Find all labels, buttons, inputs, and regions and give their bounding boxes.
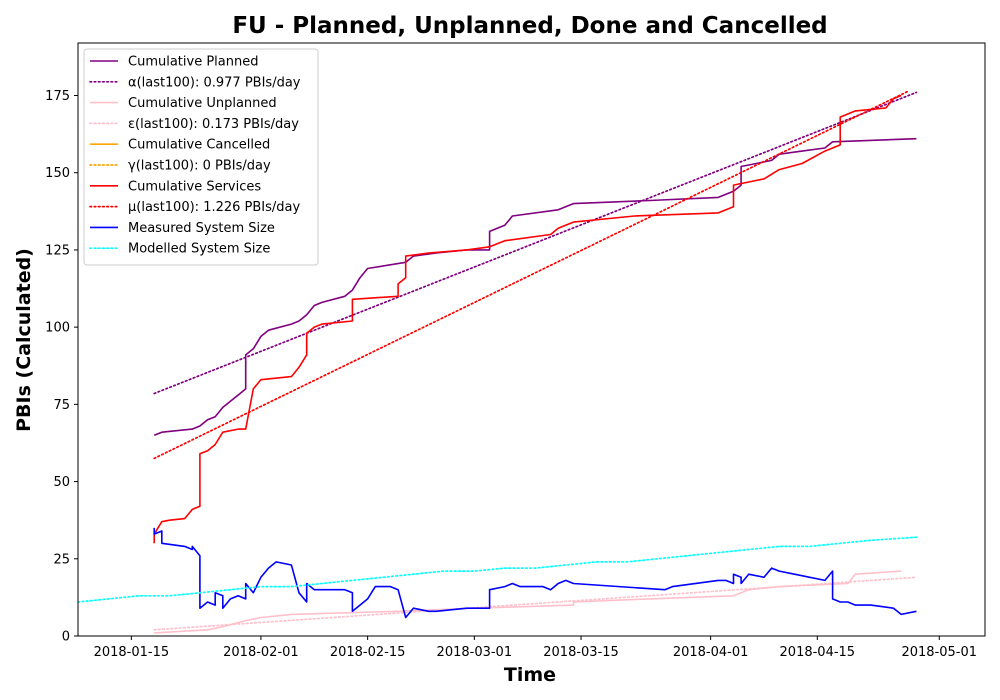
series-line-3 [153, 576, 918, 631]
plot-frame [77, 42, 986, 637]
x-axis: 2018-01-15 2018-02-01 2018-02-15 2018-03-01… [94, 636, 977, 660]
y-axis: 0 25 50 75 100 125 150 175 [45, 89, 78, 645]
y-tick-label: 150 [45, 166, 70, 181]
y-tick-label: 100 [45, 321, 70, 336]
x-tick-label: 2018-02-15 [330, 645, 406, 660]
legend-label: α(last100): 0.977 PBIs/day [128, 75, 301, 90]
x-tick-label: 2018-05-01 [901, 645, 977, 660]
x-axis-label: Time [504, 664, 556, 686]
x-tick-label: 2018-01-15 [94, 645, 170, 660]
series-line-6 [153, 94, 902, 544]
series-line-7 [153, 90, 910, 460]
x-tick-label: 2018-04-01 [673, 645, 749, 660]
legend-label: Cumulative Services [128, 179, 261, 194]
x-tick-label: 2018-02-01 [223, 645, 299, 660]
legend-label: Cumulative Cancelled [128, 138, 270, 153]
chart-title: FU - Planned, Unplanned, Done and Cancel… [232, 13, 827, 39]
plot-area [78, 90, 918, 634]
series-line-2 [154, 570, 902, 634]
legend: Cumulative Planned α(last100): 0.977 PBIs… [83, 48, 319, 266]
y-tick-label: 75 [53, 398, 70, 413]
y-tick-label: 0 [62, 630, 70, 645]
legend-label: Cumulative Planned [128, 55, 258, 70]
y-axis-label: PBIs (Calculated) [13, 248, 35, 432]
series-line-8 [153, 527, 917, 619]
legend-label: Measured System Size [128, 221, 275, 236]
x-tick-label: 2018-03-01 [437, 645, 513, 660]
x-tick-label: 2018-03-15 [543, 645, 619, 660]
y-tick-label: 50 [53, 475, 70, 490]
y-tick-label: 25 [53, 552, 70, 567]
series-line-9 [78, 536, 918, 603]
x-tick-label: 2018-04-15 [780, 645, 856, 660]
legend-label: Cumulative Unplanned [128, 96, 277, 111]
y-tick-label: 175 [45, 89, 70, 104]
series-line-1 [153, 91, 918, 395]
legend-label: γ(last100): 0 PBIs/day [128, 159, 271, 174]
legend-label: Modelled System Size [128, 242, 270, 257]
legend-label: μ(last100): 1.226 PBIs/day [128, 200, 300, 215]
legend-box [83, 48, 319, 266]
y-tick-label: 125 [45, 243, 70, 258]
legend-label: ε(last100): 0.173 PBIs/day [128, 117, 299, 132]
